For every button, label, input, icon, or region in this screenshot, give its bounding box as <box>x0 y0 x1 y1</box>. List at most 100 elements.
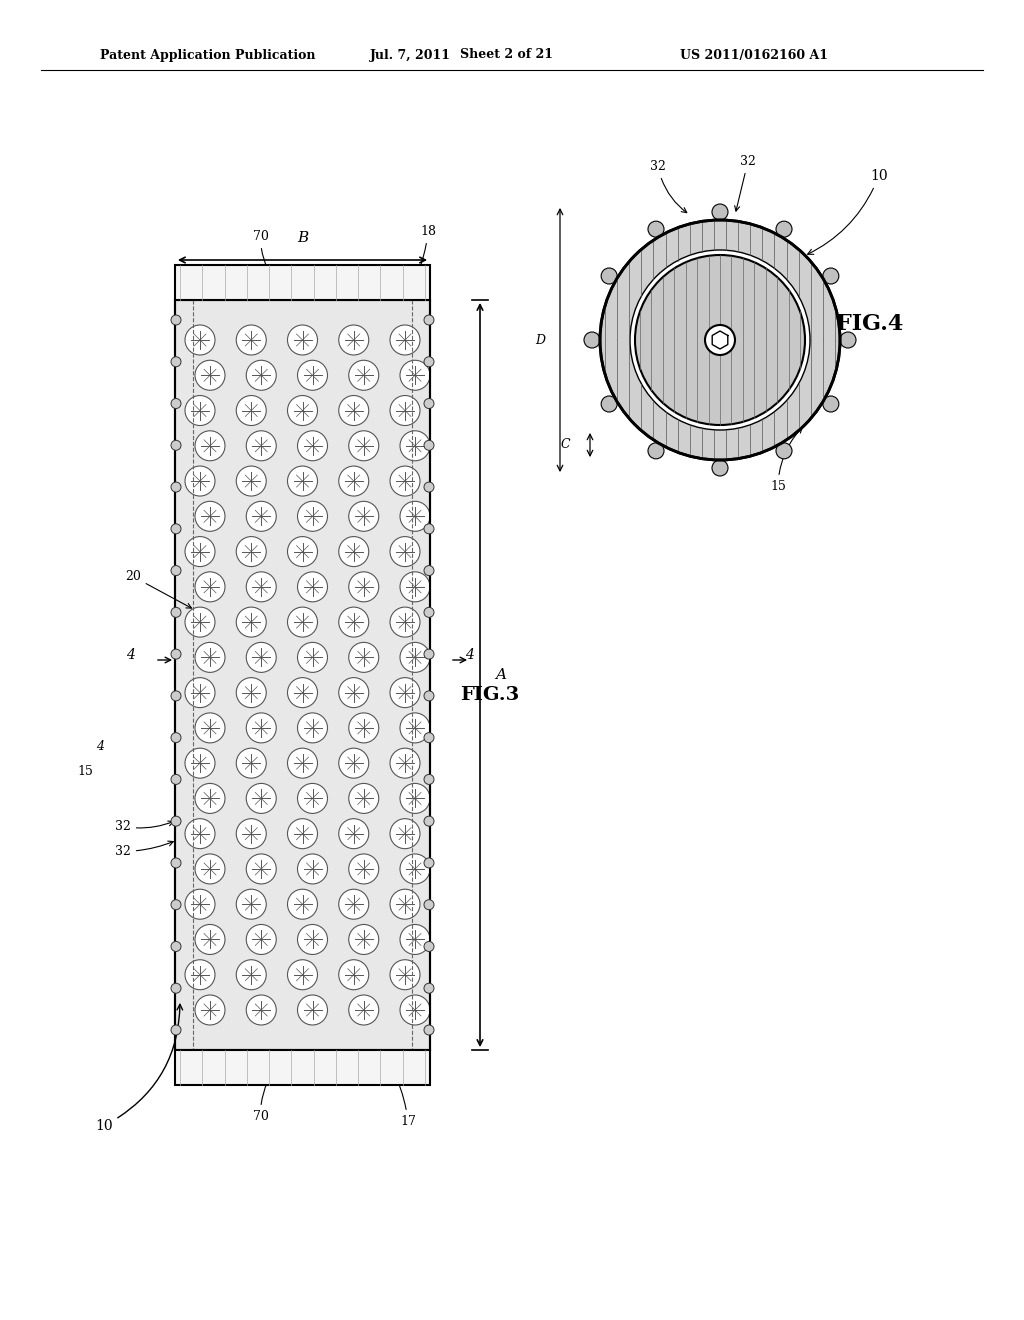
Circle shape <box>185 325 215 355</box>
Circle shape <box>185 818 215 849</box>
Circle shape <box>237 677 266 708</box>
Circle shape <box>390 325 420 355</box>
Circle shape <box>823 396 839 412</box>
Circle shape <box>339 396 369 425</box>
Circle shape <box>339 960 369 990</box>
Circle shape <box>298 995 328 1026</box>
Circle shape <box>339 748 369 779</box>
Bar <box>175 1049 430 1085</box>
Circle shape <box>349 784 379 813</box>
Circle shape <box>349 360 379 391</box>
Circle shape <box>171 607 181 618</box>
Circle shape <box>288 466 317 496</box>
Circle shape <box>237 960 266 990</box>
Circle shape <box>288 748 317 779</box>
Text: 70: 70 <box>253 230 280 286</box>
Circle shape <box>424 1026 434 1035</box>
Circle shape <box>339 325 369 355</box>
Text: 4: 4 <box>96 741 104 752</box>
Circle shape <box>424 441 434 450</box>
Circle shape <box>349 854 379 884</box>
Circle shape <box>237 748 266 779</box>
Circle shape <box>171 649 181 659</box>
Circle shape <box>288 607 317 638</box>
Circle shape <box>339 890 369 919</box>
Text: FIG.4: FIG.4 <box>837 313 903 335</box>
Circle shape <box>584 333 600 348</box>
Circle shape <box>246 360 276 391</box>
Circle shape <box>246 854 276 884</box>
Text: 18: 18 <box>412 224 436 286</box>
Circle shape <box>195 924 225 954</box>
Circle shape <box>171 441 181 450</box>
Circle shape <box>171 524 181 533</box>
Circle shape <box>349 572 379 602</box>
Circle shape <box>712 205 728 220</box>
Circle shape <box>390 607 420 638</box>
Circle shape <box>195 430 225 461</box>
Circle shape <box>288 396 317 425</box>
Bar <box>175 300 430 1049</box>
Circle shape <box>171 816 181 826</box>
Text: 15: 15 <box>770 428 802 492</box>
Circle shape <box>171 690 181 701</box>
Circle shape <box>246 502 276 532</box>
Circle shape <box>288 818 317 849</box>
Circle shape <box>298 572 328 602</box>
Circle shape <box>339 818 369 849</box>
Text: D: D <box>535 334 545 346</box>
Text: Jul. 7, 2011: Jul. 7, 2011 <box>370 49 451 62</box>
Circle shape <box>424 356 434 367</box>
Circle shape <box>185 536 215 566</box>
Circle shape <box>630 249 810 430</box>
Circle shape <box>195 784 225 813</box>
Circle shape <box>424 524 434 533</box>
Circle shape <box>171 315 181 325</box>
Circle shape <box>424 482 434 492</box>
Circle shape <box>237 325 266 355</box>
Circle shape <box>246 713 276 743</box>
Circle shape <box>288 960 317 990</box>
Circle shape <box>424 690 434 701</box>
Circle shape <box>185 396 215 425</box>
Circle shape <box>600 220 840 459</box>
Text: Patent Application Publication: Patent Application Publication <box>100 49 315 62</box>
Circle shape <box>400 643 430 672</box>
Text: 32: 32 <box>734 154 756 211</box>
Circle shape <box>390 748 420 779</box>
Circle shape <box>349 924 379 954</box>
Circle shape <box>171 482 181 492</box>
Circle shape <box>185 890 215 919</box>
Circle shape <box>390 536 420 566</box>
Text: C: C <box>560 438 570 451</box>
Circle shape <box>400 360 430 391</box>
Circle shape <box>195 713 225 743</box>
Circle shape <box>171 941 181 952</box>
Circle shape <box>400 713 430 743</box>
Circle shape <box>171 1026 181 1035</box>
Circle shape <box>171 983 181 993</box>
Circle shape <box>298 713 328 743</box>
Circle shape <box>237 466 266 496</box>
Circle shape <box>400 502 430 532</box>
Text: B: B <box>297 231 308 246</box>
Circle shape <box>424 565 434 576</box>
Circle shape <box>246 572 276 602</box>
Circle shape <box>298 643 328 672</box>
Circle shape <box>400 995 430 1026</box>
Bar <box>175 265 430 300</box>
Circle shape <box>246 995 276 1026</box>
Circle shape <box>185 607 215 638</box>
Circle shape <box>390 677 420 708</box>
Circle shape <box>635 255 805 425</box>
Circle shape <box>195 360 225 391</box>
Text: US 2011/0162160 A1: US 2011/0162160 A1 <box>680 49 828 62</box>
Circle shape <box>195 643 225 672</box>
Circle shape <box>705 325 735 355</box>
Circle shape <box>237 818 266 849</box>
Circle shape <box>400 854 430 884</box>
Circle shape <box>237 890 266 919</box>
Circle shape <box>349 502 379 532</box>
Circle shape <box>339 466 369 496</box>
Circle shape <box>390 890 420 919</box>
